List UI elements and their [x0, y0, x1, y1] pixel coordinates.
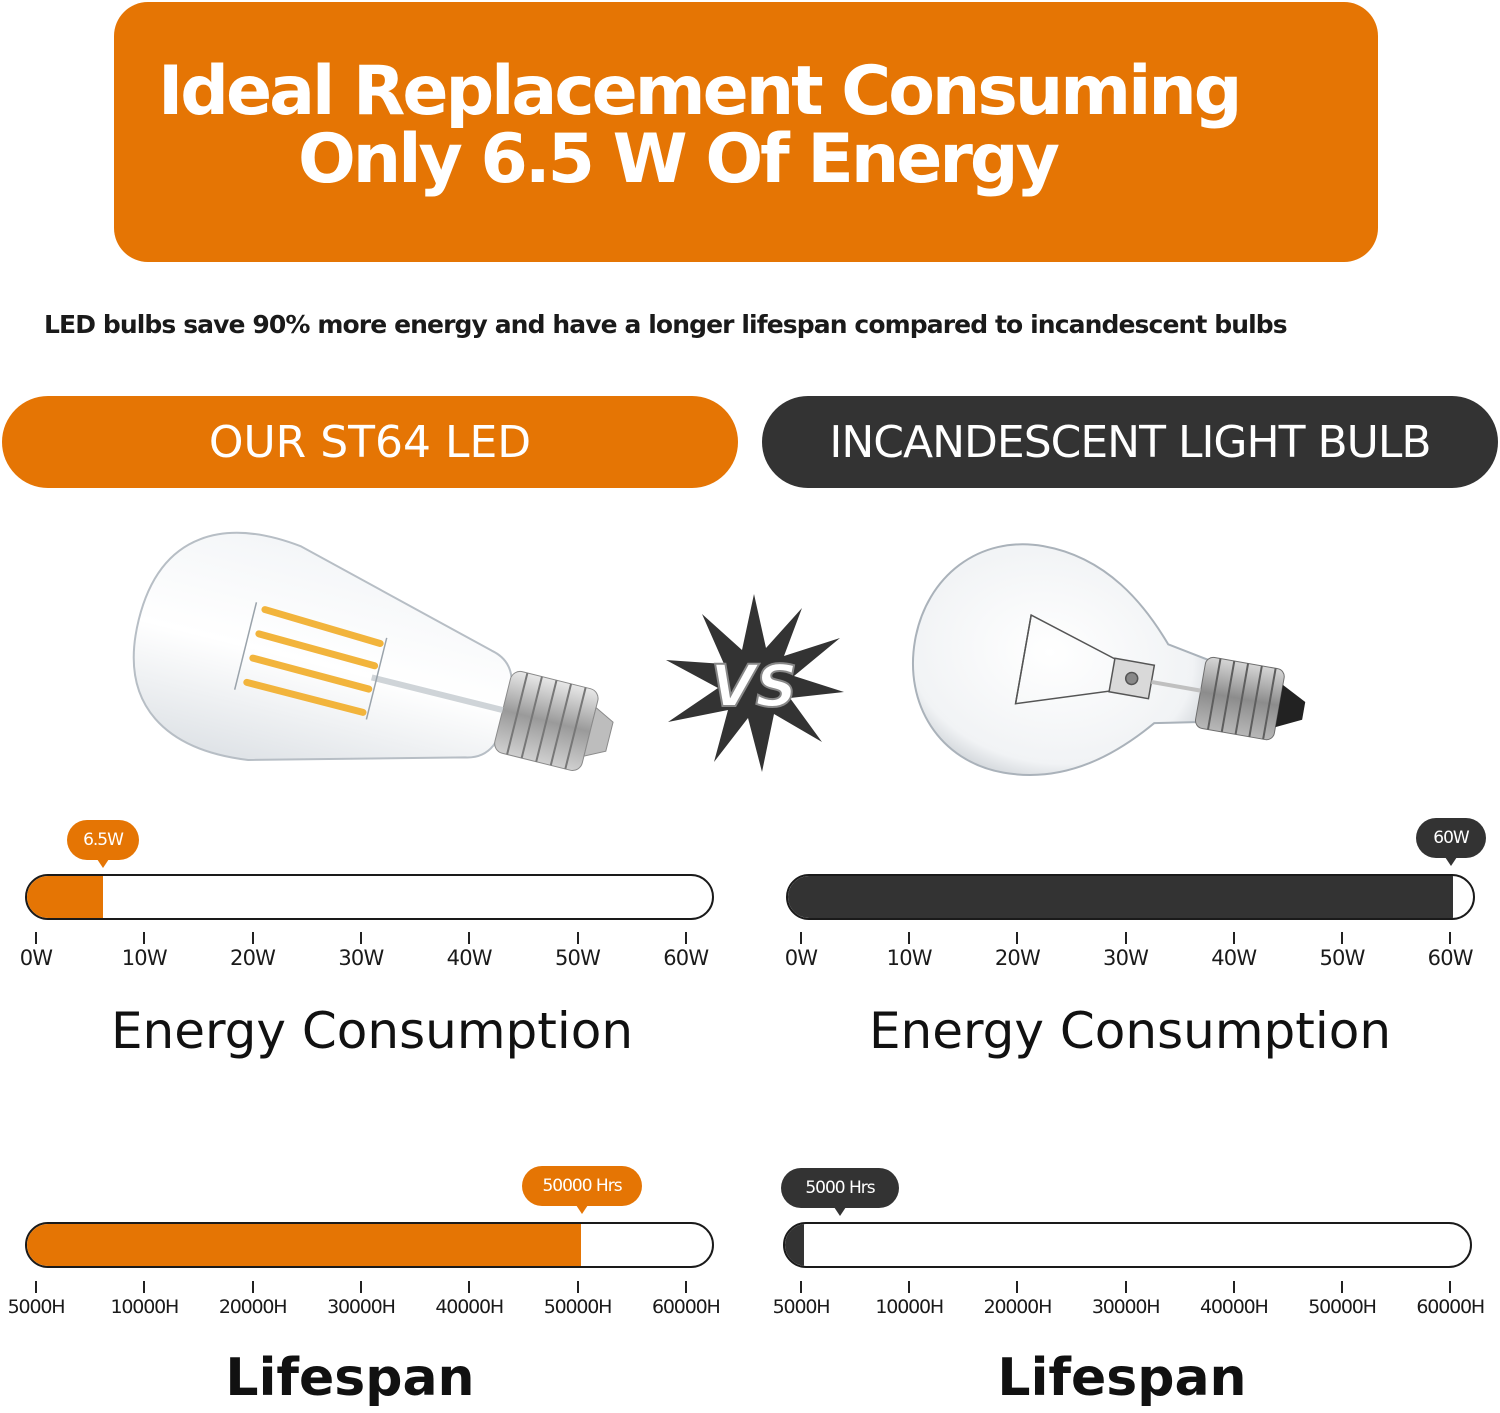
led-column-label: OUR ST64 LED [2, 396, 738, 488]
incandescent-energy-tick-label: 0W [784, 946, 818, 970]
incandescent-lifespan-tick-label: 40000H [1200, 1296, 1269, 1318]
incandescent-lifespan-tick-label: 60000H [1416, 1296, 1485, 1318]
incandescent-lifespan-tick-mark [908, 1281, 911, 1293]
incandescent-energy-tick-label: 10W [886, 946, 933, 970]
incandescent-lifespan-title: Lifespan [997, 1348, 1247, 1408]
led-lifespan-tick-label: 10000H [110, 1296, 180, 1318]
led-lifespan-tick-mark [576, 1281, 579, 1293]
led-energy-tick-label: 10W [121, 946, 168, 970]
incandescent-energy-tick-mark [1341, 932, 1343, 944]
incandescent-lifespan-tick-label: 30000H [1091, 1296, 1161, 1318]
incandescent-energy-value-bubble: 60W [1416, 818, 1486, 866]
led-energy-tick-label: 50W [554, 946, 601, 970]
led-energy-value-bubble: 6.5W [67, 820, 139, 868]
led-energy-bar [25, 874, 714, 920]
led-lifespan-fill [27, 1224, 581, 1266]
led-lifespan-tick-label: 20000H [218, 1296, 288, 1318]
led-energy-tick-mark [35, 932, 37, 944]
headline-line-2: Only 6.5 W Of Energy [298, 120, 1060, 199]
led-filament-bulb-icon [132, 531, 614, 771]
led-energy-tick-label: 60W [663, 946, 709, 970]
incandescent-lifespan-bar [783, 1222, 1472, 1268]
led-lifespan-tick-label: 50000H [543, 1296, 613, 1318]
subtitle: LED bulbs save 90% more energy and have … [44, 310, 1288, 339]
led-lifespan-tick-mark [143, 1281, 146, 1293]
led-lifespan-tick-label: 5000H [7, 1296, 66, 1318]
led-energy-tick-mark [468, 932, 471, 944]
incandescent-energy-tick-mark [1016, 932, 1019, 944]
led-energy-tick-label: 40W [446, 946, 493, 970]
incandescent-energy-tick-label: 60W [1427, 946, 1474, 970]
led-lifespan-tick-mark [359, 1281, 362, 1293]
incandescent-lifespan-tick-mark [1016, 1281, 1019, 1293]
incandescent-energy-tick-mark [800, 932, 802, 944]
led-lifespan-title: Lifespan [225, 1348, 475, 1408]
led-lifespan-tick-label: 30000H [327, 1296, 396, 1318]
led-energy-fill [27, 876, 103, 918]
led-energy-tick-label: 20W [230, 946, 276, 970]
incandescent-energy-tick-mark [1232, 932, 1235, 944]
incandescent-bulb-icon [911, 543, 1306, 776]
led-lifespan-tick-label: 60000H [652, 1296, 721, 1318]
led-energy-tick-mark [251, 932, 254, 944]
led-energy-tick-mark [576, 932, 579, 944]
led-energy-tick-mark [684, 932, 687, 944]
vs-badge-icon: VS [666, 594, 844, 772]
incandescent-energy-tick-label: 40W [1211, 946, 1257, 970]
incandescent-lifespan-tick-mark [1341, 1281, 1343, 1293]
incandescent-lifespan-tick-label: 50000H [1308, 1296, 1377, 1318]
incandescent-lifespan-tick-label: 5000H [772, 1296, 831, 1318]
led-lifespan-bar [25, 1222, 714, 1268]
incandescent-energy-tick-label: 30W [1103, 946, 1149, 970]
incandescent-energy-tick-label: 50W [1319, 946, 1365, 970]
led-energy-title: Energy Consumption [110, 1002, 634, 1060]
incandescent-energy-tick-mark [908, 932, 911, 944]
incandescent-energy-tick-mark [1124, 932, 1127, 944]
incandescent-lifespan-tick-label: 10000H [875, 1296, 944, 1318]
led-lifespan-tick-mark [251, 1281, 254, 1293]
incandescent-column-label: INCANDESCENT LIGHT BULB [762, 396, 1498, 488]
incandescent-lifespan-fill [785, 1224, 804, 1266]
incandescent-energy-tick-label: 20W [994, 946, 1041, 970]
incandescent-lifespan-tick-mark [1449, 1281, 1452, 1293]
led-lifespan-tick-mark [35, 1281, 37, 1293]
incandescent-lifespan-tick-mark [800, 1281, 802, 1293]
incandescent-energy-title: Energy Consumption [868, 1002, 1392, 1060]
led-lifespan-tick-mark [468, 1281, 471, 1293]
incandescent-lifespan-value-bubble: 5000 Hrs [781, 1168, 899, 1216]
headline-banner: Ideal Replacement Consuming Only 6.5 W O… [114, 2, 1378, 262]
incandescent-lifespan-tick-mark [1232, 1281, 1235, 1293]
headline-line-1: Ideal Replacement Consuming [158, 52, 1242, 131]
incandescent-energy-bar [786, 874, 1475, 920]
led-lifespan-tick-label: 40000H [435, 1296, 504, 1318]
led-energy-tick-mark [359, 932, 362, 944]
led-energy-tick-label: 30W [338, 946, 384, 970]
vs-text: VS [711, 652, 798, 720]
led-energy-tick-label: 0W [19, 946, 53, 970]
incandescent-lifespan-tick-label: 20000H [983, 1296, 1053, 1318]
incandescent-lifespan-tick-mark [1124, 1281, 1127, 1293]
led-lifespan-tick-mark [684, 1281, 687, 1293]
led-lifespan-value-bubble: 50000 Hrs [522, 1166, 642, 1214]
incandescent-energy-fill [788, 876, 1453, 918]
led-energy-tick-mark [143, 932, 146, 944]
incandescent-energy-tick-mark [1449, 932, 1452, 944]
